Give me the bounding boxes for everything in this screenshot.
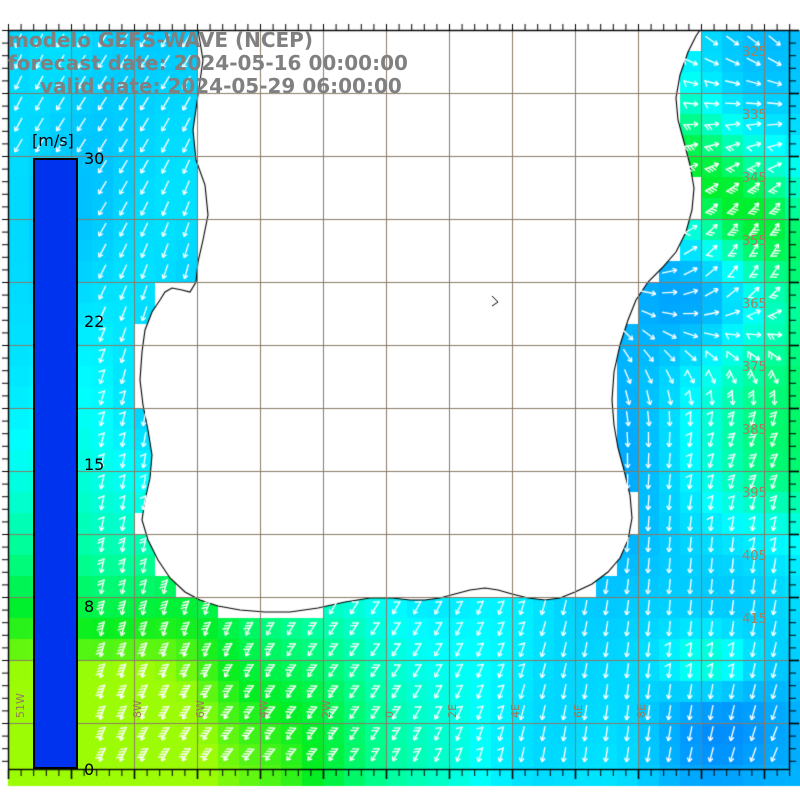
bottom-axis-label-6W: 6W <box>194 700 207 718</box>
bottom-axis-label-2W: 2W <box>320 700 333 718</box>
colorbar-tick-0: 0 <box>84 760 95 779</box>
bottom-axis-label-4E: 4E <box>509 704 522 718</box>
colorbar-tick-8: 8 <box>84 597 95 617</box>
bottom-axis-label-6E: 6E <box>572 704 585 718</box>
colorbar-tick-22: 22 <box>84 311 105 331</box>
right-axis-label-325: 325 <box>742 45 767 60</box>
right-axis-label-405: 405 <box>742 549 767 564</box>
colorbar-unit-label: [m/s] <box>32 131 74 150</box>
forecast-date-label: forecast date: 2024-05-16 00:00:00 <box>8 51 408 75</box>
bottom-axis-label-8E: 8E <box>635 704 648 718</box>
bottom-axis-label-4W: 4W <box>257 700 270 718</box>
right-axis-label-385: 385 <box>742 423 767 438</box>
colorbar-gradient <box>33 158 78 769</box>
right-axis-label-345: 345 <box>742 171 767 186</box>
colorbar-tick-30: 30 <box>84 149 105 168</box>
right-axis-label-375: 375 <box>742 360 767 375</box>
bottom-axis-label-8W: 8W <box>131 700 144 718</box>
bottom-axis-label-0: 0 <box>383 711 396 718</box>
colorbar-tick-15: 15 <box>84 454 105 474</box>
right-axis-label-395: 395 <box>742 486 767 501</box>
valid-date-label: valid date: 2024-05-29 06:00:00 <box>40 74 402 98</box>
right-axis-label-365: 365 <box>742 297 767 312</box>
model-title: modelo GEFS-WAVE (NCEP) <box>8 28 313 52</box>
right-axis-label-355: 355 <box>742 234 767 249</box>
right-axis-label-415: 415 <box>742 612 767 627</box>
bottom-axis-label-left: 51W <box>14 693 27 718</box>
bottom-axis-label-2E: 2E <box>446 704 459 718</box>
right-axis-label-335: 335 <box>742 108 767 123</box>
